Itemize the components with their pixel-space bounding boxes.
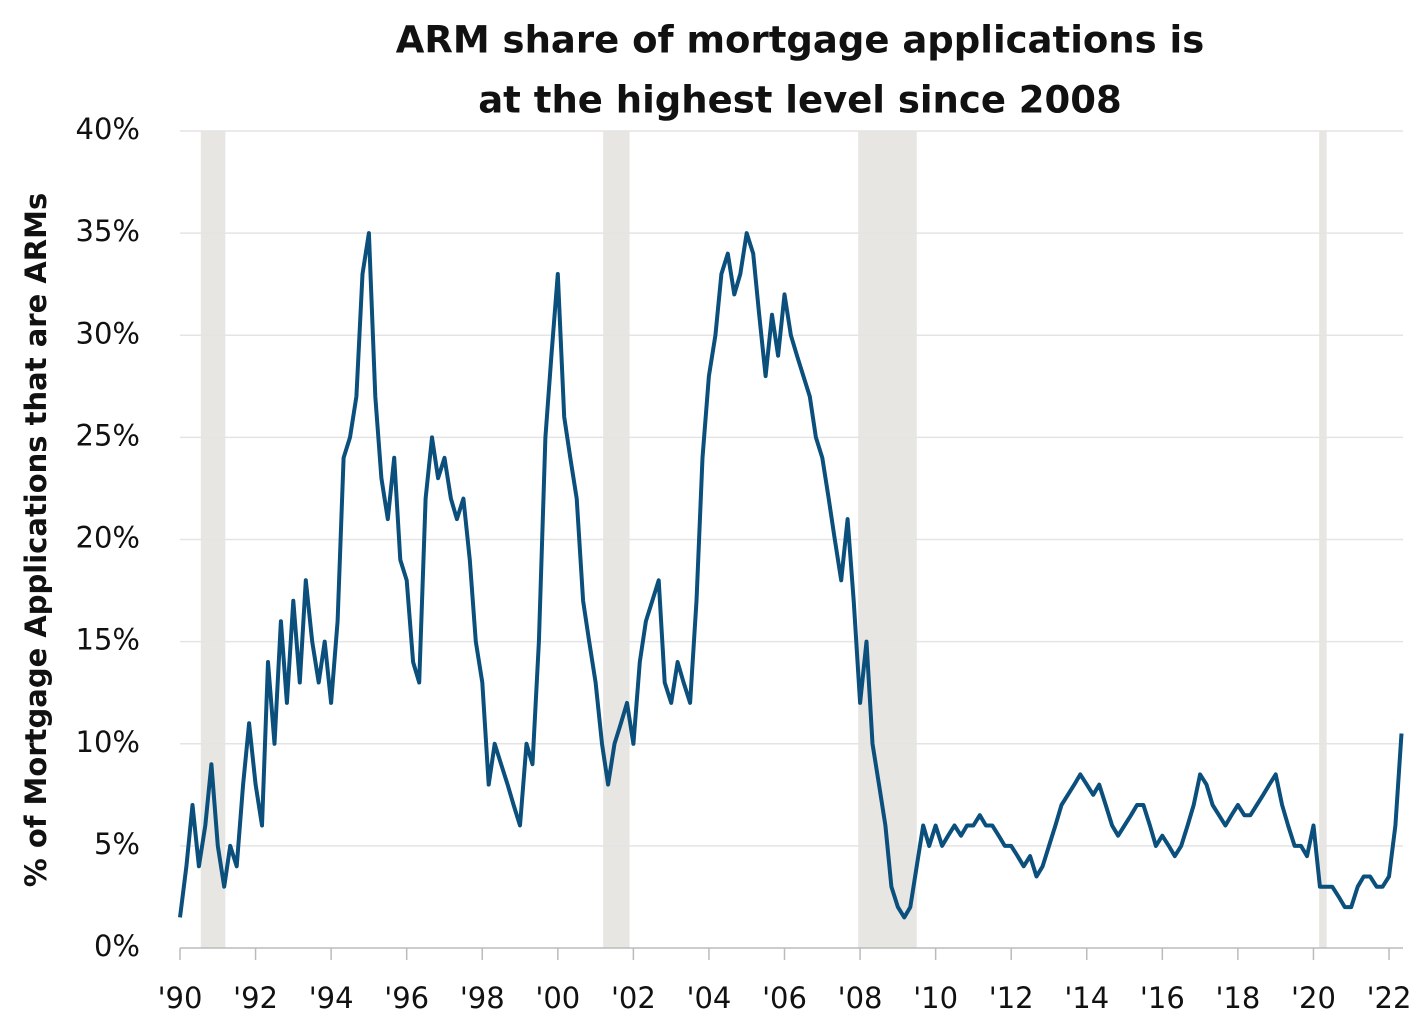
y-tick-label: 15% bbox=[76, 623, 140, 657]
y-tick-label: 10% bbox=[76, 725, 140, 759]
data-line bbox=[178, 231, 1404, 920]
x-tick-label: '92 bbox=[233, 981, 278, 1015]
x-tick-label: '08 bbox=[838, 981, 883, 1015]
x-tick-label: '98 bbox=[460, 981, 505, 1015]
y-tick-label: 5% bbox=[94, 827, 140, 861]
chart-title: at the highest level since 2008 bbox=[478, 79, 1122, 122]
x-tick-label: '04 bbox=[687, 981, 732, 1015]
x-tick-label: '16 bbox=[1140, 981, 1185, 1015]
y-tick-label: 40% bbox=[76, 112, 140, 146]
x-tick-label: '18 bbox=[1215, 981, 1260, 1015]
x-tick-label: '94 bbox=[309, 981, 354, 1015]
y-tick-label: 25% bbox=[76, 418, 140, 452]
x-tick-label: '02 bbox=[611, 981, 656, 1015]
x-tick-label: '20 bbox=[1291, 981, 1336, 1015]
y-axis-title: % of Mortgage Applications that are ARMs bbox=[19, 193, 53, 888]
chart-title: ARM share of mortgage applications is bbox=[396, 19, 1205, 62]
x-tick-label: '12 bbox=[989, 981, 1034, 1015]
x-tick-label: '14 bbox=[1064, 981, 1109, 1015]
x-tick-label: '90 bbox=[158, 981, 203, 1015]
x-tick-label: '96 bbox=[384, 981, 429, 1015]
y-tick-label: 0% bbox=[94, 929, 140, 963]
y-tick-label: 20% bbox=[76, 521, 140, 555]
x-tick-label: '10 bbox=[913, 981, 958, 1015]
y-tick-label: 30% bbox=[76, 316, 140, 350]
x-tick-label: '00 bbox=[535, 981, 580, 1015]
y-tick-label: 35% bbox=[76, 214, 140, 248]
x-tick-label: '22 bbox=[1367, 981, 1412, 1015]
x-tick-label: '06 bbox=[762, 981, 807, 1015]
